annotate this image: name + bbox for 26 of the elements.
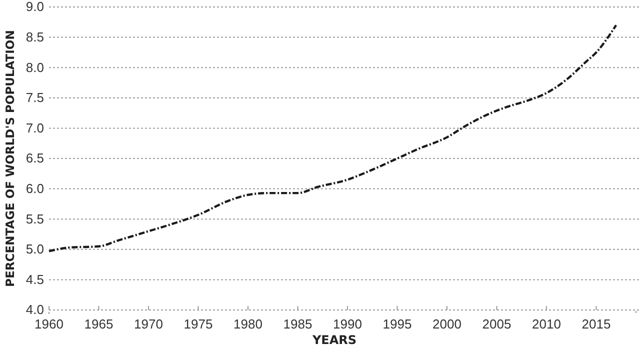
x-tick-label: 2010 [532,316,561,332]
x-tick-label: 2005 [482,316,512,332]
y-tick-label: 6.5 [26,150,44,166]
y-tick-label: 7.5 [26,90,44,106]
y-tick-label: 8.5 [26,29,44,44]
x-tick-label: 1985 [283,316,312,332]
x-tick-label: 1995 [382,316,412,332]
y-tick-label: 4.5 [26,272,44,287]
y-tick-label: 5.5 [26,211,44,226]
y-tick-label: 8.0 [26,60,44,75]
x-tick-label: 1960 [34,316,64,332]
y-tick-label: 5.0 [26,242,44,257]
x-tick-label: 2000 [432,316,462,332]
x-tick-label: 1990 [333,316,362,332]
x-tick-label: 1970 [134,316,163,332]
y-axis-title: PERCENTAGE OF WORLD'S POPULATION [3,30,17,287]
x-tick-label: 1975 [184,316,213,332]
y-tick-label: 9.0 [26,0,44,14]
y-tick-label: 4.0 [26,302,44,318]
x-tick-label: 2015 [582,316,611,332]
x-tick-label: 1980 [234,316,262,332]
y-tick-label: 7.0 [26,120,44,136]
line-series [48,24,618,252]
y-tick-label: 6.0 [26,180,44,196]
x-tick-label: 1965 [84,316,114,332]
x-axis-title: YEARS [311,333,357,347]
